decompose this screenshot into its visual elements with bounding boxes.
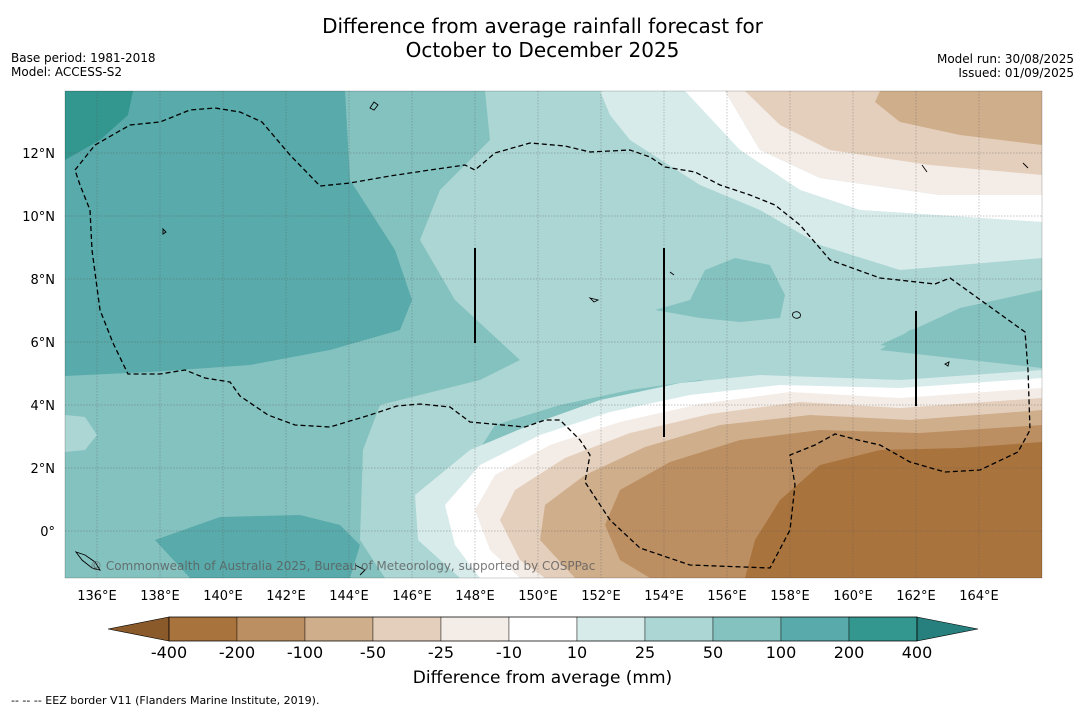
band-100-200-south bbox=[155, 515, 360, 578]
colorbar-tick-label: 200 bbox=[833, 643, 865, 662]
lon-tick-label: 162°E bbox=[896, 589, 936, 604]
lat-tick-label: 6°N bbox=[31, 336, 56, 351]
lat-tick-labels: 0° 2°N 4°N 6°N 8°N 10°N 12°N bbox=[22, 147, 55, 540]
lon-tick-label: 152°E bbox=[581, 589, 621, 604]
lon-tick-label: 142°E bbox=[266, 589, 306, 604]
colorbar-tick-label: -10 bbox=[495, 643, 523, 662]
gridlines bbox=[65, 91, 1042, 578]
meta-right: Model run: 30/08/2025 Issued: 01/09/2025 bbox=[937, 52, 1074, 80]
title-line-2: October to December 2025 bbox=[405, 38, 680, 62]
lon-tick-label: 146°E bbox=[392, 589, 432, 604]
lon-tick-label: 158°E bbox=[770, 589, 810, 604]
lon-tick-label: 150°E bbox=[518, 589, 558, 604]
colorbar-bin bbox=[712, 616, 782, 642]
lat-tick-label: 8°N bbox=[31, 273, 56, 288]
band-50-100-blob bbox=[655, 258, 785, 322]
lon-tick-label: 156°E bbox=[707, 589, 747, 604]
eez-border-west bbox=[74, 107, 1031, 569]
model-run: Model run: 30/08/2025 bbox=[936, 52, 1074, 66]
model-name: Model: ACCESS-S2 bbox=[11, 65, 123, 79]
lon-tick-labels: 136°E 138°E 140°E 142°E 144°E 146°E 148°… bbox=[77, 589, 999, 604]
lat-tick-label: 0° bbox=[40, 525, 55, 540]
colorbar-title: Difference from average (mm) bbox=[412, 668, 673, 688]
lat-tick-label: 10°N bbox=[22, 210, 55, 225]
colorbar-tick-label: 25 bbox=[634, 643, 656, 662]
colorbar-tick-label: 10 bbox=[566, 643, 588, 662]
region-lines bbox=[474, 248, 917, 437]
eez-borders bbox=[74, 107, 1031, 569]
base-period: Base period: 1981-2018 bbox=[11, 51, 156, 65]
colorbar-tick-label: -25 bbox=[427, 643, 455, 662]
colorbar-bin bbox=[440, 616, 510, 642]
band-neutral-north bbox=[685, 91, 1042, 222]
band-10-25-north bbox=[600, 91, 1042, 270]
lon-tick-label: 144°E bbox=[329, 589, 369, 604]
colorbar-tick-label: -50 bbox=[359, 643, 387, 662]
colorbar-bin bbox=[848, 616, 918, 642]
map-title: Difference from average rainfall forecas… bbox=[0, 14, 1085, 62]
colorbar-tick-label: 100 bbox=[765, 643, 797, 662]
colorbar-bin bbox=[236, 616, 306, 642]
lat-tick-label: 4°N bbox=[31, 399, 56, 414]
colorbar-bin bbox=[168, 616, 238, 642]
lon-tick-label: 136°E bbox=[77, 589, 117, 604]
colorbar-frame bbox=[168, 616, 918, 642]
meta-left: Base period: 1981-2018 Model: ACCESS-S2 bbox=[11, 51, 156, 79]
colorbar-bins bbox=[168, 616, 918, 642]
lat-tick-label: 12°N bbox=[22, 147, 55, 162]
lat-tick-label: 2°N bbox=[31, 462, 56, 477]
lon-tick-label: 138°E bbox=[140, 589, 180, 604]
lon-tick-label: 148°E bbox=[455, 589, 495, 604]
map-field bbox=[65, 91, 1042, 578]
colorbar-bin bbox=[780, 616, 850, 642]
colorbar-tick-label: -100 bbox=[286, 643, 324, 662]
lon-tick-label: 164°E bbox=[959, 589, 999, 604]
colorbar-tick-label: 50 bbox=[702, 643, 724, 662]
colorbar-bin bbox=[372, 616, 442, 642]
colorbar-bin bbox=[576, 616, 646, 642]
colorbar-over-arrow bbox=[916, 616, 979, 642]
copyright-text: © Commonwealth of Australia 2025, Bureau… bbox=[90, 559, 595, 573]
colorbar-tick-label: -200 bbox=[218, 643, 256, 662]
footer-note: -- -- -- EEZ border V11 (Flanders Marine… bbox=[11, 694, 320, 707]
issued-date: Issued: 01/09/2025 bbox=[958, 66, 1074, 80]
band-25-50-west-patch bbox=[65, 415, 97, 452]
coastlines bbox=[74, 101, 1029, 576]
colorbar-bin bbox=[304, 616, 374, 642]
colorbar-bin bbox=[644, 616, 714, 642]
lon-tick-label: 154°E bbox=[644, 589, 684, 604]
lon-tick-label: 140°E bbox=[203, 589, 243, 604]
band-50-100-east bbox=[880, 290, 1042, 368]
band-neg200-400-south bbox=[745, 442, 1042, 578]
colorbar-tick-label: 400 bbox=[901, 643, 933, 662]
colorbar-bin bbox=[508, 616, 578, 642]
band-200-400-nw bbox=[65, 91, 133, 160]
band-neg50-100-ne bbox=[875, 91, 1042, 145]
colorbar bbox=[107, 616, 979, 642]
band-100-200-west bbox=[65, 91, 412, 376]
colorbar-tick-label: -400 bbox=[150, 643, 188, 662]
colorbar-under-arrow bbox=[107, 616, 170, 642]
title-line-1: Difference from average rainfall forecas… bbox=[322, 14, 763, 38]
lon-tick-label: 160°E bbox=[833, 589, 873, 604]
map-frame bbox=[64, 90, 1043, 579]
